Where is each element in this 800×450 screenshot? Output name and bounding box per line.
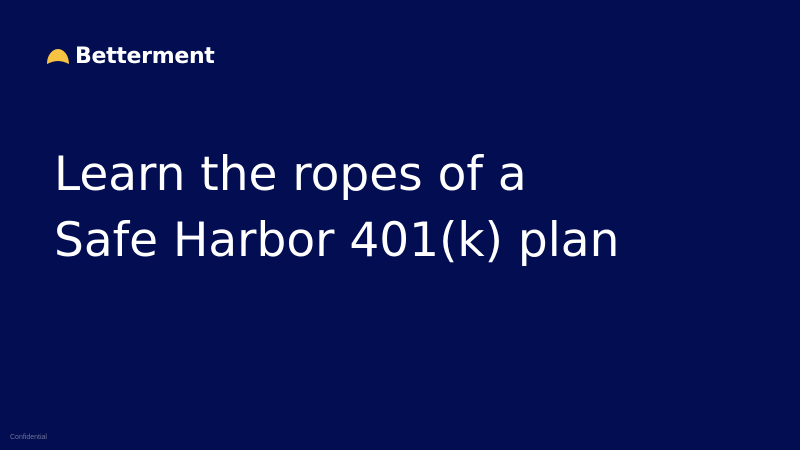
brand-name: Betterment xyxy=(75,44,215,69)
slide-title-line-1: Learn the ropes of a xyxy=(54,147,527,202)
brand-logo: Betterment xyxy=(44,42,215,72)
slide-title: Learn the ropes of a Safe Harbor 401(k) … xyxy=(54,142,754,274)
sunrise-logo-icon xyxy=(47,49,69,64)
slide-title-line-2: Safe Harbor 401(k) plan xyxy=(54,213,620,268)
confidential-label: Confidential xyxy=(10,434,47,441)
